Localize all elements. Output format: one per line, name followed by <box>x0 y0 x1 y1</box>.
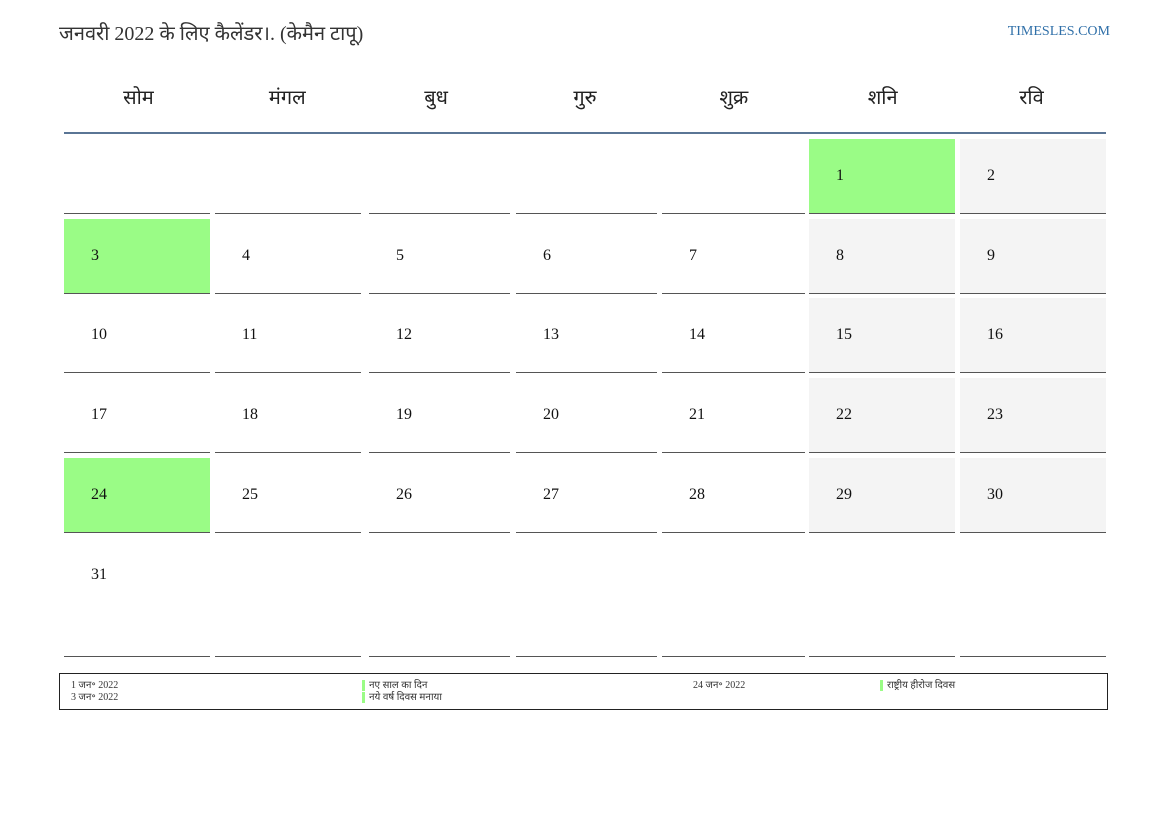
weekday-header: सोम मंगल बुध गुरु शुक्र शनि रवि <box>64 76 1106 134</box>
day-cell[interactable]: 15 <box>809 298 955 373</box>
day-cell[interactable]: 19 <box>369 378 510 453</box>
day-number: 23 <box>987 406 1003 423</box>
day-cell[interactable]: 12 <box>369 298 510 373</box>
holiday-color-marker <box>362 680 365 692</box>
empty-day-cell <box>516 538 657 657</box>
day-cell[interactable]: 30 <box>960 458 1106 533</box>
empty-day-cell <box>516 139 657 214</box>
day-cell[interactable]: 5 <box>369 219 510 294</box>
day-number: 3 <box>91 247 99 264</box>
legend-item: नए साल का दिन <box>362 680 427 692</box>
legend-item: राष्ट्रीय हीरोज दिवस <box>880 680 955 692</box>
day-cell[interactable]: 2 <box>960 139 1106 214</box>
weekday-sat: शनि <box>867 87 898 109</box>
weekday-sun: रवि <box>1019 87 1044 109</box>
day-number: 15 <box>836 326 852 343</box>
day-number: 13 <box>543 326 559 343</box>
legend-holiday-name: राष्ट्रीय हीरोज दिवस <box>887 680 956 691</box>
weekday-wed: बुध <box>424 87 448 109</box>
day-number: 17 <box>91 406 107 423</box>
day-cell[interactable]: 3 <box>64 219 210 294</box>
day-cell[interactable]: 21 <box>662 378 805 453</box>
day-cell[interactable]: 23 <box>960 378 1106 453</box>
empty-day-cell <box>369 139 510 214</box>
day-number: 12 <box>396 326 412 343</box>
day-cell[interactable]: 10 <box>64 298 210 373</box>
day-cell[interactable]: 17 <box>64 378 210 453</box>
empty-day-cell <box>809 538 955 657</box>
weekday-mon: सोम <box>123 87 154 109</box>
day-cell[interactable]: 29 <box>809 458 955 533</box>
day-cell[interactable]: 24 <box>64 458 210 533</box>
page-title: जनवरी 2022 के लिए कैलेंडर।. (केमैन टापू) <box>59 23 364 45</box>
day-number: 8 <box>836 247 844 264</box>
site-link[interactable]: TIMESLES.COM <box>1007 24 1110 39</box>
legend-date: 1 जन॰ 2022 <box>71 680 119 691</box>
day-number: 16 <box>987 326 1003 343</box>
day-number: 14 <box>689 326 705 343</box>
day-cell[interactable]: 31 <box>64 538 210 657</box>
day-number: 31 <box>91 566 107 583</box>
day-cell[interactable]: 26 <box>369 458 510 533</box>
day-number: 21 <box>689 406 705 423</box>
weekday-thu: गुरु <box>573 87 597 109</box>
holiday-color-marker <box>880 680 883 692</box>
empty-day-cell <box>64 139 210 214</box>
day-cell[interactable]: 22 <box>809 378 955 453</box>
empty-day-cell <box>960 538 1106 657</box>
holiday-color-marker <box>362 692 365 704</box>
day-cell[interactable]: 7 <box>662 219 805 294</box>
weekday-fri: शुक्र <box>719 87 749 109</box>
day-number: 1 <box>836 167 844 184</box>
day-cell[interactable]: 16 <box>960 298 1106 373</box>
day-cell[interactable]: 25 <box>215 458 361 533</box>
day-number: 24 <box>91 486 107 503</box>
day-number: 22 <box>836 406 852 423</box>
day-cell[interactable]: 1 <box>809 139 955 214</box>
day-number: 5 <box>396 247 404 264</box>
day-cell[interactable]: 18 <box>215 378 361 453</box>
empty-day-cell <box>215 139 361 214</box>
day-cell[interactable]: 9 <box>960 219 1106 294</box>
day-number: 19 <box>396 406 412 423</box>
empty-day-cell <box>215 538 361 657</box>
legend-holiday-name: नये वर्ष दिवस मनाया <box>369 692 442 703</box>
day-number: 20 <box>543 406 559 423</box>
day-number: 29 <box>836 486 852 503</box>
day-number: 28 <box>689 486 705 503</box>
day-cell[interactable]: 14 <box>662 298 805 373</box>
legend-holiday-name: नए साल का दिन <box>369 680 428 691</box>
day-number: 30 <box>987 486 1003 503</box>
day-cell[interactable]: 13 <box>516 298 657 373</box>
day-cell[interactable]: 11 <box>215 298 361 373</box>
empty-day-cell <box>369 538 510 657</box>
day-number: 26 <box>396 486 412 503</box>
legend-date: 3 जन॰ 2022 <box>71 692 119 703</box>
day-number: 9 <box>987 247 995 264</box>
empty-day-cell <box>662 139 805 214</box>
day-number: 2 <box>987 167 995 184</box>
day-cell[interactable]: 8 <box>809 219 955 294</box>
day-cell[interactable]: 20 <box>516 378 657 453</box>
weekday-tue: मंगल <box>268 87 306 109</box>
day-number: 4 <box>242 247 250 264</box>
holiday-legend: 1 जन॰ 2022 3 जन॰ 2022 नए साल का दिन नये … <box>59 673 1108 710</box>
day-number: 10 <box>91 326 107 343</box>
day-number: 18 <box>242 406 258 423</box>
empty-day-cell <box>662 538 805 657</box>
day-number: 27 <box>543 486 559 503</box>
day-cell[interactable]: 4 <box>215 219 361 294</box>
day-number: 7 <box>689 247 697 264</box>
day-number: 11 <box>242 326 258 343</box>
day-number: 25 <box>242 486 258 503</box>
day-cell[interactable]: 28 <box>662 458 805 533</box>
legend-date: 24 जन॰ 2022 <box>693 680 746 691</box>
day-cell[interactable]: 27 <box>516 458 657 533</box>
day-number: 6 <box>543 247 551 264</box>
legend-item: नये वर्ष दिवस मनाया <box>362 692 442 704</box>
day-cell[interactable]: 6 <box>516 219 657 294</box>
